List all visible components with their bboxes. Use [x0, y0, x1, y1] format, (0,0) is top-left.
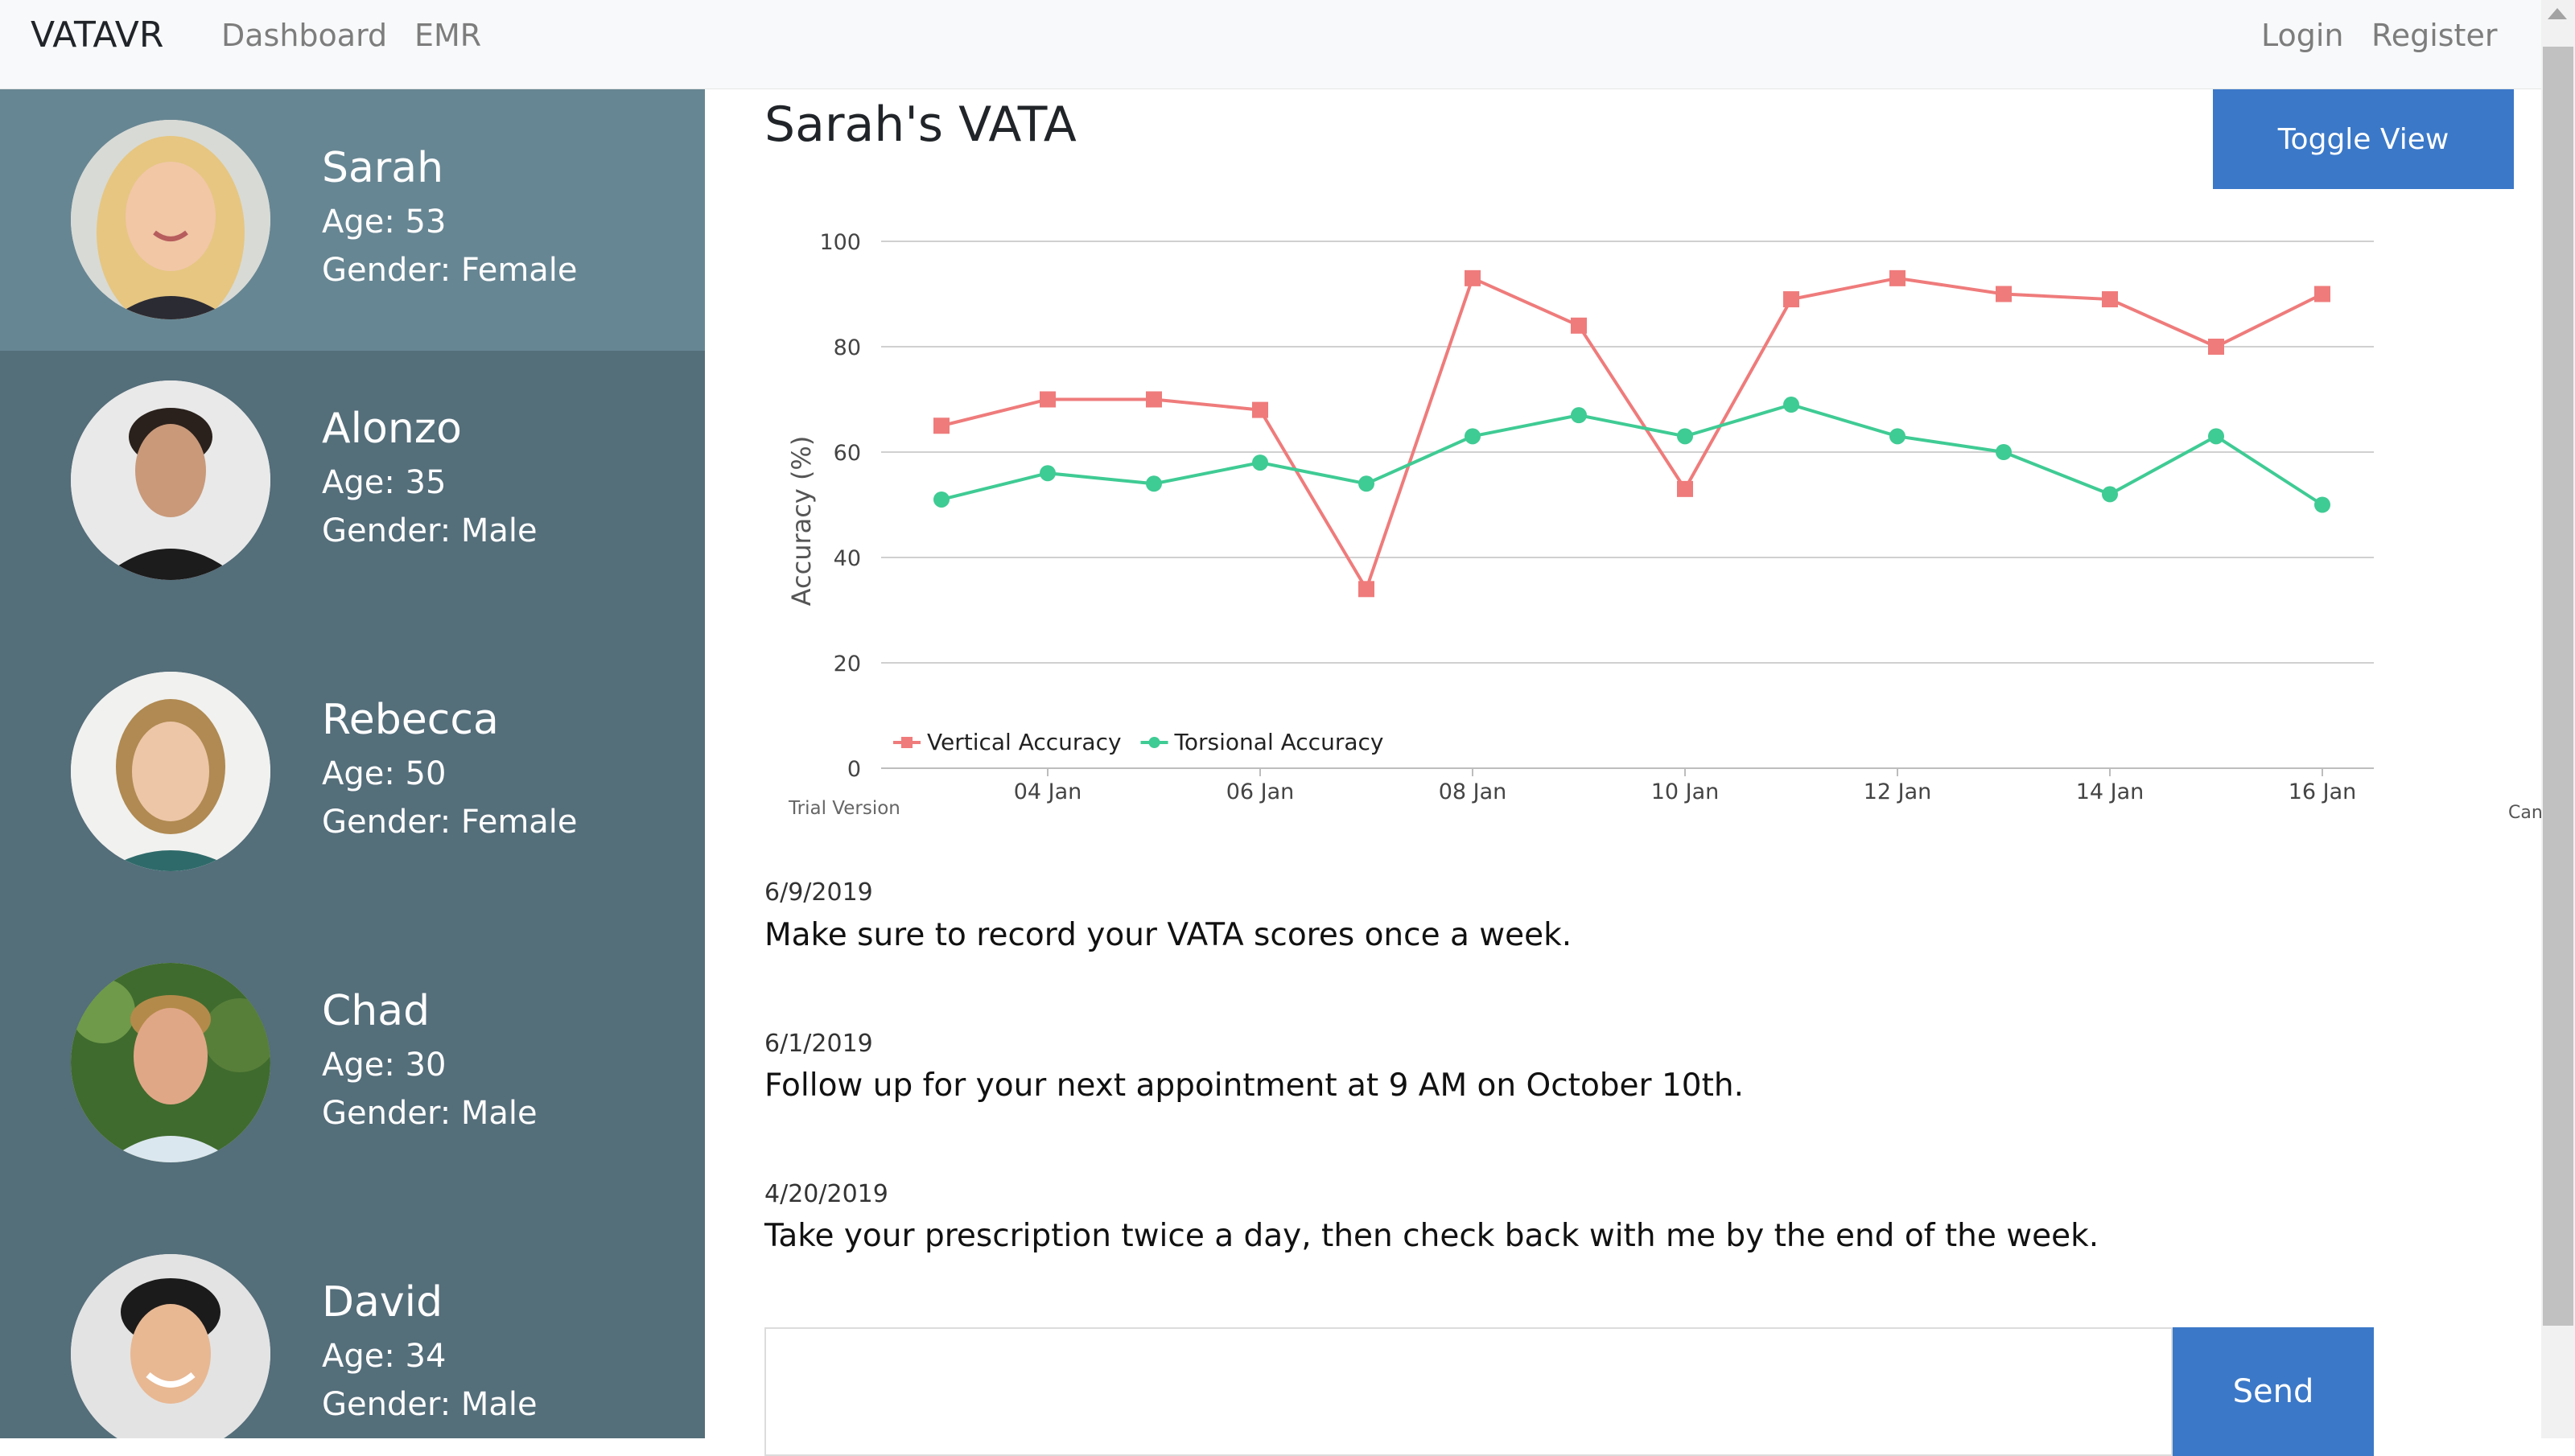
- legend-marker: [1148, 737, 1160, 748]
- legend-marker: [901, 737, 913, 748]
- y-tick-label: 40: [834, 546, 861, 571]
- nav-login-link[interactable]: Login: [2261, 18, 2344, 53]
- data-point: [1889, 269, 1906, 286]
- series-line: [941, 276, 2323, 594]
- patient-gender: Gender: Male: [322, 1386, 538, 1423]
- patient-name: Sarah: [322, 144, 444, 192]
- data-point: [1358, 475, 1374, 492]
- patient-card-chad[interactable]: Chad Age: 30 Gender: Male: [0, 963, 705, 1224]
- avatar: [71, 963, 270, 1162]
- patient-gender: Gender: Male: [322, 1095, 538, 1132]
- data-point: [2102, 291, 2118, 308]
- navbar: VATAVR Dashboard EMR Login Register: [0, 0, 2575, 89]
- data-point: [2208, 339, 2224, 355]
- data-point: [1146, 475, 1162, 492]
- y-axis-label: Accuracy (%): [786, 436, 817, 607]
- nav-dashboard-link[interactable]: Dashboard: [221, 18, 388, 53]
- y-tick-label: 0: [847, 757, 861, 782]
- series-line: [941, 402, 2324, 507]
- patient-name: Rebecca: [322, 696, 499, 744]
- data-point: [1783, 397, 1799, 413]
- data-point: [1783, 291, 1799, 308]
- data-point: [1252, 401, 1268, 418]
- x-tick-label: 04 Jan: [1014, 779, 1082, 804]
- nav-emr-link[interactable]: EMR: [414, 18, 482, 53]
- avatar: [71, 120, 270, 319]
- patient-card-alonzo[interactable]: Alonzo Age: 35 Gender: Male: [0, 380, 705, 642]
- data-point: [1146, 391, 1162, 408]
- data-point: [1571, 407, 1587, 424]
- data-point: [1040, 391, 1056, 408]
- chart-watermark: Trial Version: [788, 798, 900, 819]
- data-point: [1571, 317, 1587, 334]
- data-point: [1996, 286, 2012, 302]
- data-point: [1465, 428, 1481, 445]
- chart-side-label: Can: [2508, 803, 2543, 823]
- note-text: Make sure to record your VATA scores onc…: [764, 917, 1572, 953]
- avatar: [71, 1254, 270, 1438]
- y-tick-label: 20: [834, 652, 861, 677]
- avatar: [71, 380, 270, 580]
- vata-accuracy-chart: 0 20 40 60 80 100 04 Jan 06 Jan 08 Jan 10 Jan 12 J…: [786, 230, 2374, 819]
- x-tick-label: 14 Jan: [2076, 779, 2144, 804]
- y-tick-label: 60: [834, 441, 861, 466]
- data-point: [933, 417, 950, 434]
- y-tick-label: 80: [834, 335, 861, 360]
- x-tick-label: 12 Jan: [1864, 779, 1932, 804]
- toggle-view-button[interactable]: Toggle View: [2213, 89, 2514, 189]
- patient-age: Age: 53: [322, 204, 447, 241]
- patient-age: Age: 35: [322, 464, 447, 501]
- patient-name: Chad: [322, 987, 431, 1035]
- data-point: [1996, 444, 2012, 460]
- data-point: [2208, 428, 2224, 445]
- avatar: [71, 672, 270, 871]
- patient-sidebar: Sarah Age: 53 Gender: Female Alonzo Age:…: [0, 89, 705, 1438]
- scrollbar-thumb[interactable]: [2543, 47, 2573, 1326]
- x-tick-label: 06 Jan: [1226, 779, 1295, 804]
- patient-card-rebecca[interactable]: Rebecca Age: 50 Gender: Female: [0, 672, 705, 933]
- patient-name: David: [322, 1278, 443, 1326]
- note-date: 6/1/2019: [764, 1030, 873, 1058]
- page-title: Sarah's VATA: [764, 97, 1077, 153]
- patient-age: Age: 30: [322, 1047, 447, 1084]
- data-point: [933, 491, 950, 508]
- data-point: [1465, 269, 1481, 286]
- patient-card-sarah[interactable]: Sarah Age: 53 Gender: Female: [0, 89, 705, 351]
- send-button[interactable]: Send: [2173, 1327, 2374, 1456]
- patient-age: Age: 50: [322, 755, 447, 792]
- x-tick-label: 10 Jan: [1651, 779, 1720, 804]
- x-tick-label: 16 Jan: [2289, 779, 2357, 804]
- scroll-up-arrow-icon[interactable]: [2548, 8, 2567, 19]
- data-point: [2314, 496, 2330, 513]
- data-point: [1252, 454, 1268, 471]
- data-point: [1889, 428, 1906, 445]
- note-text: Follow up for your next appointment at 9…: [764, 1067, 1745, 1104]
- note-text: Take your prescription twice a day, then…: [764, 1218, 2099, 1254]
- x-tick-label: 08 Jan: [1439, 779, 1507, 804]
- patient-age: Age: 34: [322, 1338, 447, 1375]
- legend-label: Vertical Accuracy: [927, 729, 1122, 755]
- data-point: [1677, 480, 1693, 497]
- patient-gender: Gender: Female: [322, 804, 578, 841]
- data-point: [2314, 286, 2330, 302]
- note-date: 4/20/2019: [764, 1180, 888, 1208]
- patient-gender: Gender: Male: [322, 512, 538, 549]
- note-date: 6/9/2019: [764, 878, 873, 907]
- data-point: [1677, 428, 1693, 445]
- data-point: [1040, 465, 1056, 482]
- brand-logo[interactable]: VATAVR: [31, 14, 164, 56]
- data-point: [2102, 486, 2118, 503]
- y-tick-label: 100: [819, 230, 861, 255]
- nav-register-link[interactable]: Register: [2371, 18, 2498, 53]
- patient-gender: Gender: Female: [322, 252, 578, 289]
- data-point: [1358, 581, 1374, 598]
- message-input[interactable]: [764, 1327, 2173, 1456]
- patient-card-david[interactable]: David Age: 34 Gender: Male: [0, 1254, 705, 1438]
- legend-label: Torsional Accuracy: [1174, 729, 1384, 755]
- patient-name: Alonzo: [322, 405, 462, 453]
